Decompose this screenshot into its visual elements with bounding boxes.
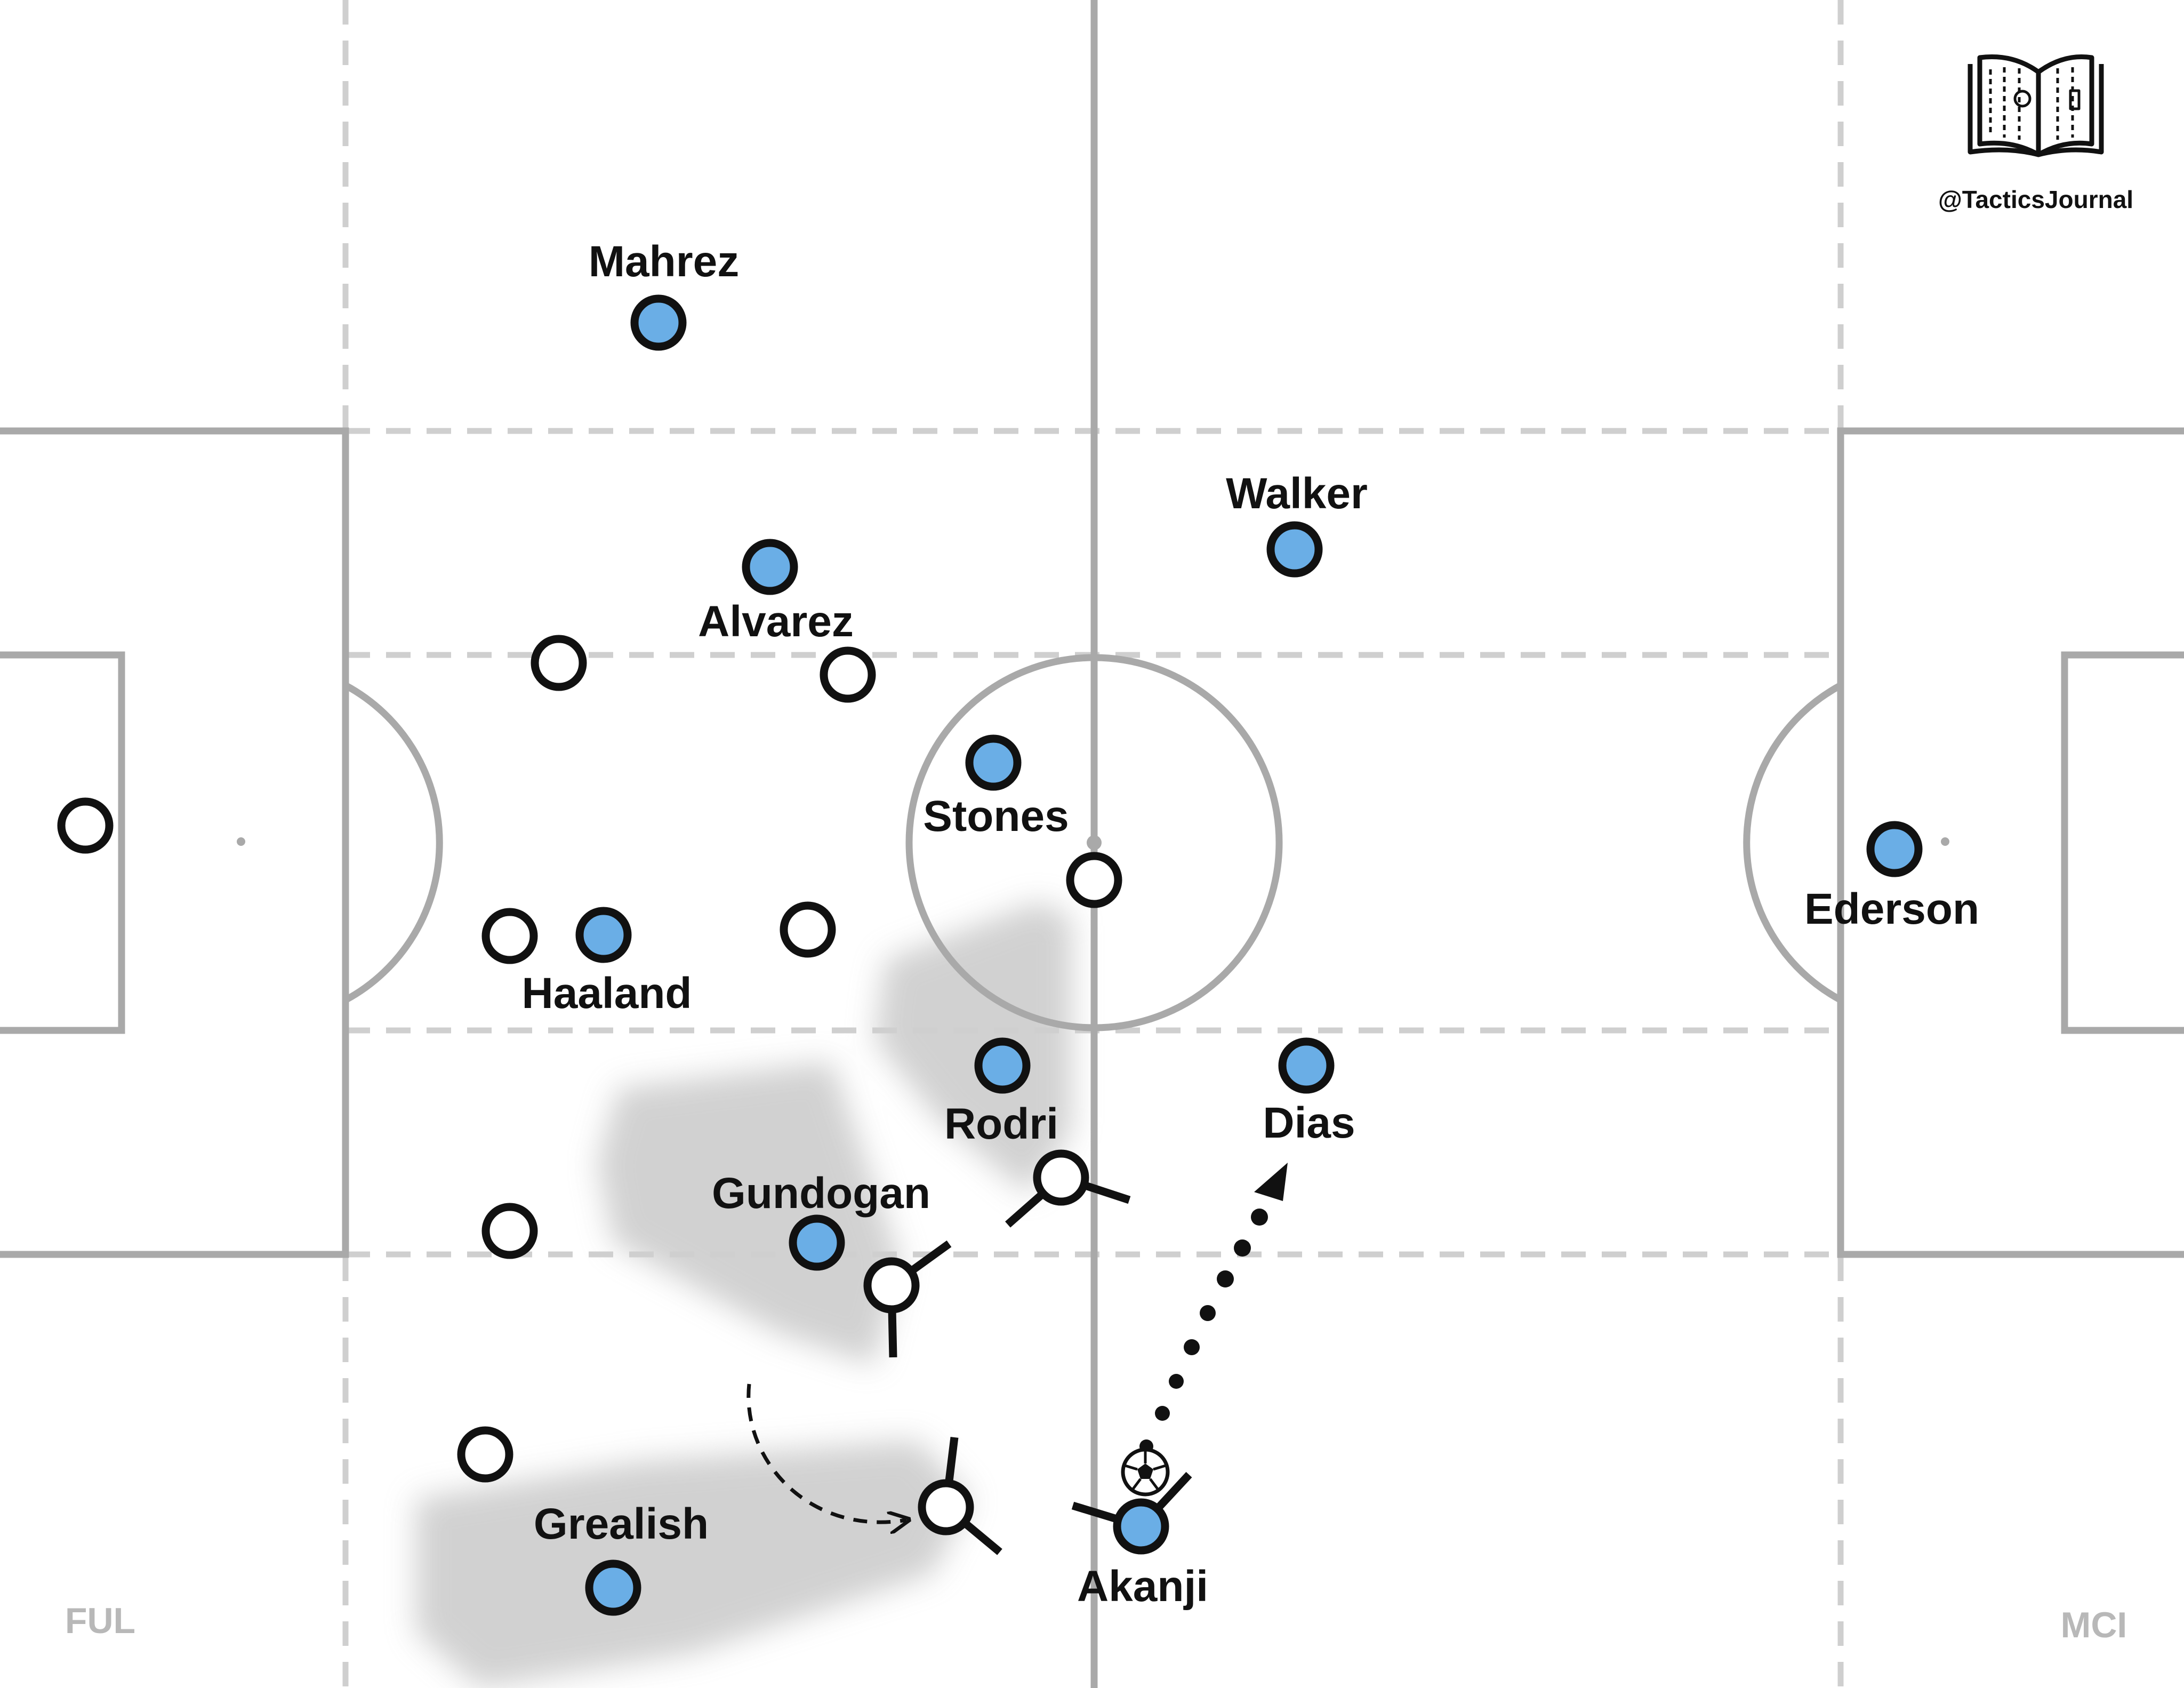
- left-six-yard-box: [0, 651, 125, 1034]
- player-mahrez: [630, 294, 687, 351]
- open-book-pitch-icon: [1968, 54, 2104, 157]
- away-player: [481, 1203, 538, 1259]
- home-players: [575, 294, 1923, 1616]
- player-alvarez: [742, 539, 798, 595]
- label-stones: Stones: [923, 792, 1069, 841]
- player-grealish: [585, 1559, 641, 1616]
- right-six-yard-box: [2061, 651, 2184, 1034]
- football-icon: [1121, 1447, 1170, 1497]
- player-labels: Mahrez Walker Alvarez Stones Ederson Haa…: [522, 237, 1980, 1611]
- centre-spot: [1087, 835, 1102, 850]
- label-haaland: Haaland: [522, 969, 692, 1018]
- cover-shadow: [416, 1440, 970, 1688]
- away-player-presser: [1033, 1149, 1089, 1206]
- run-arrow: [746, 1383, 906, 1522]
- player-stones: [965, 734, 1022, 791]
- right-penalty-box: [1837, 427, 2184, 1258]
- label-rodri: Rodri: [944, 1100, 1058, 1148]
- right-penalty-spot: [1941, 837, 1949, 846]
- brand-handle: @TacticsJournal: [1938, 186, 2133, 213]
- label-dias: Dias: [1263, 1099, 1355, 1147]
- away-player: [481, 908, 538, 964]
- centre-circle: [905, 654, 1283, 1031]
- player-haaland: [575, 907, 632, 963]
- team-label-left: FUL: [65, 1601, 135, 1641]
- left-penalty-arc: [343, 682, 443, 1003]
- player-ederson: [1866, 821, 1923, 877]
- away-player: [457, 1426, 513, 1483]
- away-player-goalkeeper: [57, 797, 114, 854]
- player-dias: [1278, 1037, 1335, 1094]
- team-label-right: MCI: [2061, 1605, 2127, 1645]
- pass-dots: [1139, 1209, 1268, 1453]
- away-player: [780, 901, 836, 958]
- pass-arrowhead: [1254, 1163, 1288, 1201]
- away-player-presser: [918, 1479, 974, 1535]
- label-ederson: Ederson: [1804, 885, 1979, 933]
- away-player-presser: [863, 1257, 920, 1314]
- cover-shadow: [597, 1061, 901, 1365]
- away-player: [820, 646, 876, 703]
- away-player: [531, 635, 587, 691]
- label-grealish: Grealish: [534, 1500, 709, 1548]
- cover-shadows: [416, 901, 1072, 1688]
- left-penalty-spot: [237, 837, 245, 846]
- label-gundogan: Gundogan: [712, 1169, 930, 1218]
- player-rodri: [974, 1037, 1031, 1094]
- away-players: [57, 635, 1122, 1535]
- label-akanji: Akanji: [1077, 1562, 1208, 1611]
- label-mahrez: Mahrez: [589, 237, 740, 286]
- cover-shadow: [874, 901, 1072, 1195]
- player-akanji: [1113, 1498, 1169, 1555]
- right-penalty-arc: [1743, 682, 1843, 1003]
- label-alvarez: Alvarez: [698, 597, 854, 646]
- left-penalty-box: [0, 427, 349, 1258]
- away-player: [1066, 852, 1122, 908]
- label-walker: Walker: [1226, 469, 1368, 518]
- player-walker: [1266, 521, 1323, 578]
- player-gundogan: [789, 1214, 845, 1271]
